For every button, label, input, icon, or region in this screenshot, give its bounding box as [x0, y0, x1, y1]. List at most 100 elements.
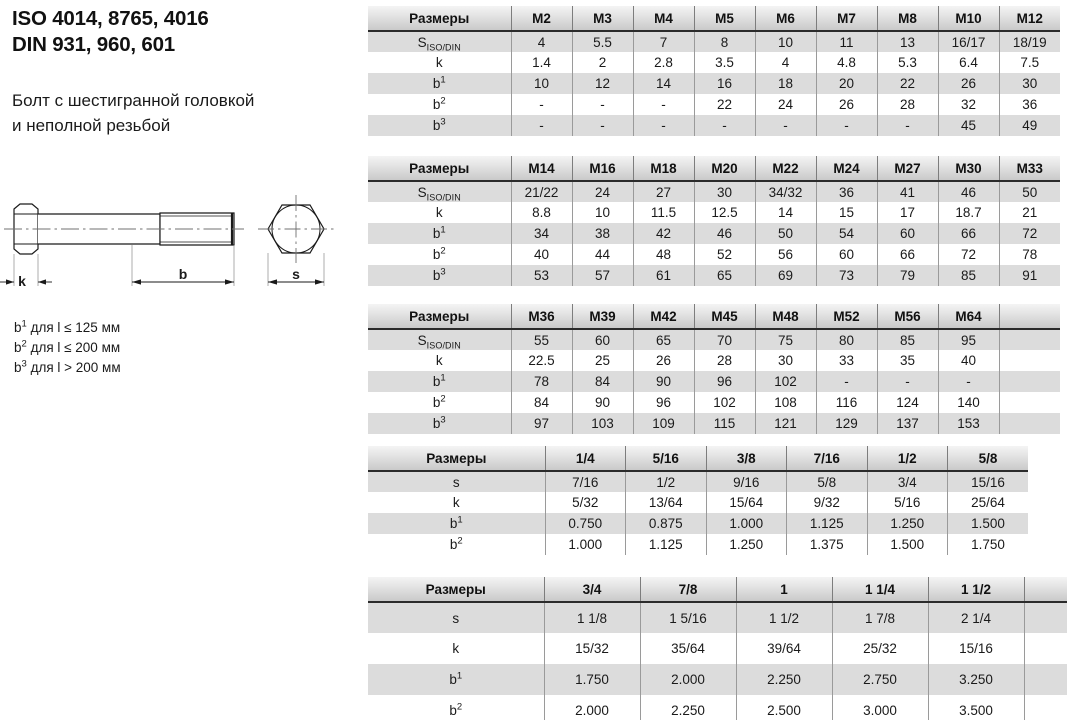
table-cell: 11.5	[633, 202, 695, 223]
table-cell: 95	[938, 329, 1000, 350]
column-header-size: M52	[816, 304, 878, 330]
table-cell: 40	[938, 350, 1000, 371]
table-cell: 39/64	[736, 633, 833, 664]
table-cell: 13	[877, 31, 939, 52]
table-cell: -	[694, 115, 756, 136]
table-cell: 7/16	[545, 471, 627, 492]
column-header-size: M42	[633, 304, 695, 330]
table-cell: 10	[755, 31, 817, 52]
row-label-b1: b1	[368, 664, 545, 695]
column-header-size: M5	[694, 6, 756, 32]
table-row: SISO/DIN 55 60 65 70 75 80 85 95	[368, 329, 1060, 350]
table-cell: 46	[694, 223, 756, 244]
column-header-size: M39	[572, 304, 634, 330]
table-cell: 27	[633, 181, 695, 202]
table-cell: 84	[511, 392, 573, 413]
table-row: k 22.5 25 26 28 30 33 35 40	[368, 350, 1060, 371]
table-row: b2 1.000 1.125 1.250 1.375 1.500 1.750	[368, 534, 1028, 555]
table-cell: 121	[755, 413, 817, 434]
table-cell: -	[572, 115, 634, 136]
table-cell: 84	[572, 371, 634, 392]
table-cell: 1 1/8	[544, 602, 641, 633]
row-label-s_iso_din: SISO/DIN	[368, 31, 512, 52]
table-cell: 1.125	[625, 534, 707, 555]
dimensions-table-metric-1: Размеры M2 M3 M4 M5 M6 M7 M8 M10 M12 SISO/DIN 4 5.5 7…	[368, 6, 1060, 136]
table-cell: 13/64	[625, 492, 707, 513]
column-header-size: M12	[999, 6, 1060, 32]
column-header-size: M8	[877, 6, 939, 32]
table-row: SISO/DIN 21/22 24 27 30 34/32 36 41 46 50	[368, 181, 1060, 202]
table-cell: 2.750	[832, 664, 929, 695]
column-header-size: M6	[755, 6, 817, 32]
row-label-b1: b1	[368, 371, 512, 392]
table-cell: 1.000	[706, 513, 788, 534]
left-panel: ISO 4014, 8765, 4016 DIN 931, 960, 601 Б…	[0, 0, 362, 720]
table-cell: 35	[877, 350, 939, 371]
table-cell: 50	[755, 223, 817, 244]
row-label-b3: b3	[368, 115, 512, 136]
table-cell: 49	[999, 115, 1060, 136]
dimension-label-b: b	[179, 266, 188, 282]
table-cell: 14	[755, 202, 817, 223]
table-cell: 10	[572, 202, 634, 223]
table-cell: -	[633, 94, 695, 115]
table-cell	[999, 392, 1060, 413]
table-cell: -	[511, 94, 573, 115]
row-label-k: k	[368, 202, 512, 223]
table-cell: 15/16	[928, 633, 1025, 664]
table-cell: 28	[694, 350, 756, 371]
column-header-dimensions: Размеры	[368, 304, 512, 330]
table-cell: 24	[755, 94, 817, 115]
column-header-dimensions: Размеры	[368, 446, 546, 472]
table-cell: 8	[694, 31, 756, 52]
table-cell: 61	[633, 265, 695, 286]
table-cell: 60	[816, 244, 878, 265]
table-cell: 32	[938, 94, 1000, 115]
table-cell: 4.8	[816, 52, 878, 73]
dimension-label-s: s	[292, 266, 300, 282]
table-cell: 79	[877, 265, 939, 286]
column-header-size: M30	[938, 156, 1000, 182]
table-cell: 140	[938, 392, 1000, 413]
product-description-line-1: Болт с шестигранной головкой	[12, 91, 255, 110]
table-cell: 12.5	[694, 202, 756, 223]
bolt-head-end-view	[258, 195, 334, 263]
table-row: b2- - -22 24 26 28 32 36	[368, 94, 1060, 115]
standard-title-line-2: DIN 931, 960, 601	[12, 33, 175, 56]
table-cell: 36	[816, 181, 878, 202]
table-cell: 1.000	[545, 534, 627, 555]
table-cell: 18.7	[938, 202, 1000, 223]
row-label-b2: b2	[368, 392, 512, 413]
footnote-b2-symbol: b	[14, 340, 22, 355]
table-row: k 5/32 13/64 15/64 9/32 5/16 25/64	[368, 492, 1028, 513]
table-cell: 3.5	[694, 52, 756, 73]
table-cell: 60	[877, 223, 939, 244]
row-label-b1: b1	[368, 223, 512, 244]
column-header-dimensions: Размеры	[368, 6, 512, 32]
table-cell: 42	[633, 223, 695, 244]
table-header-row: Размеры M2 M3 M4 M5 M6 M7 M8 M10 M12	[368, 6, 1060, 32]
table-cell: 3.250	[928, 664, 1025, 695]
column-header-size: M20	[694, 156, 756, 182]
row-label-k: k	[368, 492, 546, 513]
table-cell: 1 5/16	[640, 602, 737, 633]
table-cell: 15	[816, 202, 878, 223]
table-cell: 116	[816, 392, 878, 413]
table-cell: 108	[755, 392, 817, 413]
column-header-size: M56	[877, 304, 939, 330]
footnote-b2-text: для l ≤ 200 мм	[26, 340, 121, 355]
table-cell: 20	[816, 73, 878, 94]
row-label-b2: b2	[368, 534, 546, 555]
table-cell: 18/19	[999, 31, 1060, 52]
table-cell: 17	[877, 202, 939, 223]
table-cell: 38	[572, 223, 634, 244]
table-cell: 115	[694, 413, 756, 434]
table-cell: 1.4	[511, 52, 573, 73]
table-row: b2 84 90 96 102 108 116 124 140	[368, 392, 1060, 413]
table-cell	[1024, 633, 1067, 664]
column-header-size: 5/16	[625, 446, 707, 472]
footnotes: b1 для l ≤ 125 мм b2 для l ≤ 200 мм b3 д…	[14, 318, 344, 378]
dimensions-table-metric-3: Размеры M36 M39 M42 M45 M48 M52 M56 M64 SISO/DIN 5…	[368, 304, 1060, 434]
table-cell: 35/64	[640, 633, 737, 664]
table-cell: 34/32	[755, 181, 817, 202]
